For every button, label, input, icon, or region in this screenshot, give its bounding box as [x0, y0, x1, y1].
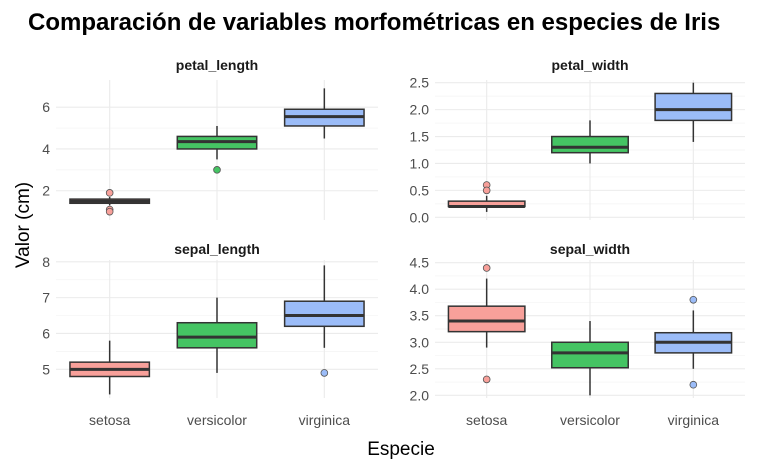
box-versicolor [551, 120, 629, 164]
y-tick-label: 8 [42, 254, 50, 270]
facet-panel-petal_length: petal_length 2 4 6 [42, 57, 378, 220]
facet-panel-sepal_length: sepal_length 5 6 7 8 setosa versicolor virginic… [42, 241, 378, 428]
outlier-point [482, 375, 491, 384]
box-versicolor [551, 321, 629, 396]
box-iqr [176, 321, 258, 349]
outlier-point [213, 166, 221, 174]
y-axis-title: Valor (cm) [13, 182, 34, 268]
box-virginica [283, 88, 365, 139]
y-tick-label: 1.5 [410, 129, 430, 145]
y-tick-label: 6 [42, 99, 50, 115]
x-tick-label: setosa [466, 412, 507, 428]
y-tick-label: 6 [42, 325, 50, 341]
box-virginica [654, 82, 733, 142]
outlier-point [320, 369, 329, 377]
y-tick-label: 2.5 [410, 75, 430, 91]
box-setosa [447, 181, 526, 212]
box-iqr [447, 305, 526, 333]
facet-label: sepal_width [550, 241, 630, 257]
y-tick-label: 4.0 [410, 281, 430, 297]
x-axis-title: Especie [367, 439, 435, 460]
y-tick-label: 4.5 [410, 255, 430, 271]
box-setosa [69, 340, 151, 395]
box-iqr [551, 341, 629, 369]
box-setosa [447, 264, 526, 384]
y-tick-label: 4 [42, 141, 50, 157]
y-tick-label: 5 [42, 361, 50, 377]
y-tick-label: 2 [42, 183, 50, 199]
y-tick-label: 7 [42, 290, 50, 306]
facet-panel-petal_width: petal_width 0.0 0.5 1.0 1.5 2.0 2.5 [410, 57, 745, 225]
y-tick-label: 1.0 [410, 155, 430, 171]
facet-label: sepal_length [174, 241, 260, 257]
facet-panels: petal_length 2 4 6 petal_width 0.0 0.5 1.0 1.5 2.… [42, 57, 745, 428]
box-iqr [654, 92, 733, 122]
outlier-point [689, 296, 698, 304]
x-tick-label: virginica [299, 412, 351, 428]
facet-panel-sepal_width: sepal_width 2.0 2.5 3.0 3.5 4.0 4.5 setosa versi… [410, 241, 745, 428]
outlier-point [689, 380, 698, 389]
facet-label: petal_length [176, 57, 258, 73]
box-versicolor [176, 297, 258, 373]
outlier-point [482, 264, 491, 272]
x-tick-label: virginica [668, 412, 720, 428]
outlier-point [105, 207, 114, 216]
box-virginica [283, 265, 365, 377]
y-tick-label: 0.5 [410, 182, 430, 198]
y-tick-label: 2.0 [410, 102, 430, 118]
box-iqr [283, 300, 365, 328]
y-tick-label: 2.5 [410, 361, 430, 377]
chart-title: Comparación de variables morfométricas e… [28, 9, 720, 36]
y-tick-label: 0.0 [410, 209, 430, 225]
x-tick-label: versicolor [187, 412, 247, 428]
x-tick-label: versicolor [560, 412, 620, 428]
x-tick-label: setosa [89, 412, 130, 428]
facet-label: petal_width [551, 57, 628, 73]
outlier-point [105, 189, 114, 197]
outlier-point [482, 186, 491, 195]
box-setosa [69, 189, 151, 216]
box-versicolor [176, 125, 258, 174]
box-iqr [551, 135, 629, 154]
y-tick-label: 2.0 [410, 387, 430, 403]
y-tick-label: 3.0 [410, 334, 430, 350]
y-tick-label: 3.5 [410, 308, 430, 324]
box-virginica [654, 296, 733, 389]
